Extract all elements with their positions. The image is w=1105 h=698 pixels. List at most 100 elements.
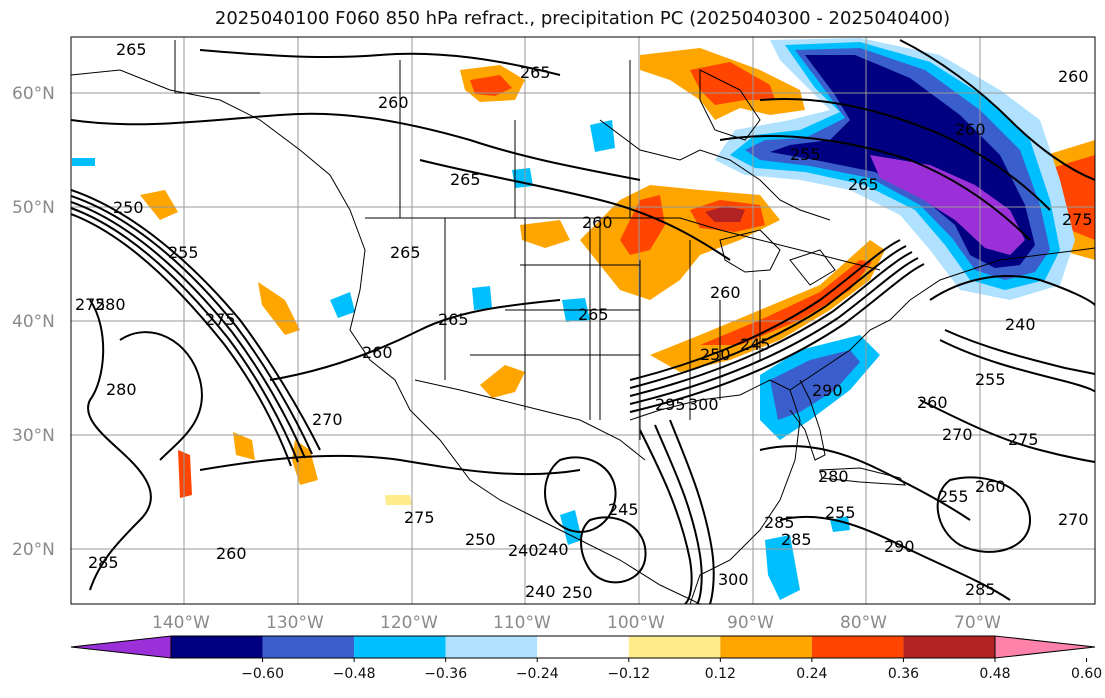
- contour-label: 240: [1005, 315, 1036, 334]
- contour-label: 270: [942, 425, 973, 444]
- border-states: [444, 218, 761, 440]
- colorbar-tick-label: 0.12: [705, 666, 736, 682]
- colorbar-extend-high: [994, 635, 1096, 659]
- lon-label: 110°W: [493, 613, 551, 633]
- contour-label: 250: [562, 583, 593, 602]
- contour-label: 250: [113, 198, 144, 217]
- precip-area-center-red: [620, 195, 665, 255]
- contour-label: 260: [378, 93, 409, 112]
- lon-label: 140°W: [152, 613, 210, 633]
- precip-area-north-red: [690, 62, 775, 105]
- coastline-canada-north: [599, 119, 831, 221]
- lat-label: 50°N: [12, 198, 55, 218]
- colorbar-swatch: [720, 636, 812, 658]
- contour-atlantic-loop: [936, 476, 1032, 553]
- precip-neg-gulf-blue: [770, 350, 860, 420]
- colorbar-extend-low: [70, 635, 172, 659]
- coastline-greatlakes: [719, 229, 836, 286]
- contour-label: 265: [578, 305, 609, 324]
- precip-area-lakes-dark: [705, 206, 745, 222]
- precip-area-front-orange: [650, 240, 885, 372]
- precip-area-west-orange-2: [258, 282, 300, 335]
- precip-neg-mexico-cyan-2: [765, 535, 800, 600]
- contour-label: 250: [700, 345, 731, 364]
- colorbar-tick-label: −0.36: [424, 666, 467, 682]
- colorbar-tick-label: −0.60: [241, 666, 284, 682]
- colorbar-tick-label: −0.48: [333, 666, 376, 682]
- precip-neg-west-cyan-2: [472, 286, 492, 310]
- lat-label: 40°N: [12, 312, 55, 332]
- contour-label: 260: [1058, 67, 1089, 86]
- colorbar-swatch: [628, 636, 721, 658]
- contour-label: 295: [655, 395, 686, 414]
- precip-neg-pacific-cyan: [72, 158, 95, 166]
- contour-central-1: [269, 299, 561, 381]
- contour-label: 265: [848, 175, 879, 194]
- precip-area-ne-red: [470, 75, 512, 96]
- colorbar-tick-label: 0.60: [1071, 666, 1102, 682]
- contour-label: 260: [975, 477, 1006, 496]
- contour-north-2: [199, 49, 561, 76]
- coastlines: [71, 40, 1095, 604]
- coastline-hudson: [699, 69, 761, 141]
- contour-labels: 265 260 265 260 265 250 255 260 265 260 …: [75, 40, 1093, 602]
- contour-pacific-2: [119, 331, 203, 461]
- contour-gulf-1: [759, 445, 971, 521]
- colorbar-swatch: [903, 636, 995, 658]
- contour-east-2: [939, 339, 1095, 393]
- contour-west-5: [71, 213, 292, 467]
- precip-area-west-orange-5: [233, 432, 255, 460]
- contour-mexico-loop-2: [580, 516, 647, 584]
- border-canada-provinces: [174, 40, 631, 218]
- precip-area-front-red: [700, 260, 872, 345]
- contour-label: 285: [965, 580, 996, 599]
- contour-label: 255: [975, 370, 1006, 389]
- colorbar-swatch: [811, 636, 904, 658]
- contour-front-5: [629, 263, 925, 413]
- contour-label: 275: [205, 310, 236, 329]
- colorbar-tick-label: 0.36: [888, 666, 919, 682]
- contour-north-1: [71, 112, 641, 181]
- colorbar-tick-label: −0.12: [607, 666, 650, 682]
- colorbar-swatch: [354, 636, 446, 658]
- contours: [71, 39, 1095, 604]
- longitude-labels: 140°W 130°W 120°W 110°W 100°W 90°W 80°W …: [152, 613, 1001, 633]
- contour-north-east-2: [759, 98, 1051, 211]
- contour-label: 245: [740, 335, 771, 354]
- contour-label: 280: [106, 380, 137, 399]
- contour-label: 260: [917, 393, 948, 412]
- contour-label: 275: [75, 295, 106, 314]
- contour-label: 260: [955, 120, 986, 139]
- colorbar-tick-label: 0.24: [796, 666, 827, 682]
- colorbar-tick-label: −0.24: [516, 666, 559, 682]
- contour-north-east-1: [719, 135, 1031, 241]
- contour-east-1: [929, 275, 1095, 306]
- precip-neg-canada-cyan: [590, 120, 615, 152]
- contour-label: 290: [884, 537, 915, 556]
- coastline-gulf: [629, 379, 801, 604]
- contour-label: 260: [582, 213, 613, 232]
- contour-central-2: [199, 454, 581, 476]
- contour-label: 285: [781, 530, 812, 549]
- coastline-east: [789, 247, 1095, 391]
- border-us-mexico: [414, 379, 646, 461]
- contour-north-east-3: [899, 39, 1095, 181]
- colorbar-swatch: [537, 636, 629, 658]
- lat-label: 20°N: [12, 540, 55, 560]
- contour-front-2: [629, 245, 907, 389]
- contour-label: 245: [608, 500, 639, 519]
- contour-label: 275: [1062, 210, 1093, 229]
- map-plot-area: 265 260 265 260 265 250 255 260 265 260 …: [70, 36, 1096, 605]
- contour-label: 255: [168, 243, 199, 262]
- contour-label: 275: [1008, 430, 1039, 449]
- precip-area-mexico-orange: [385, 495, 412, 505]
- lon-label: 70°W: [954, 613, 1001, 633]
- precip-area-midwest-yellow: [520, 220, 570, 248]
- colorbar-swatch: [262, 636, 355, 658]
- lat-label: 60°N: [12, 84, 55, 104]
- contour-label: 255: [938, 487, 969, 506]
- precip-area-west-orange-1: [140, 190, 178, 220]
- colorbar-tick-label: 0.48: [979, 666, 1010, 682]
- colorbar-swatch: [171, 636, 263, 658]
